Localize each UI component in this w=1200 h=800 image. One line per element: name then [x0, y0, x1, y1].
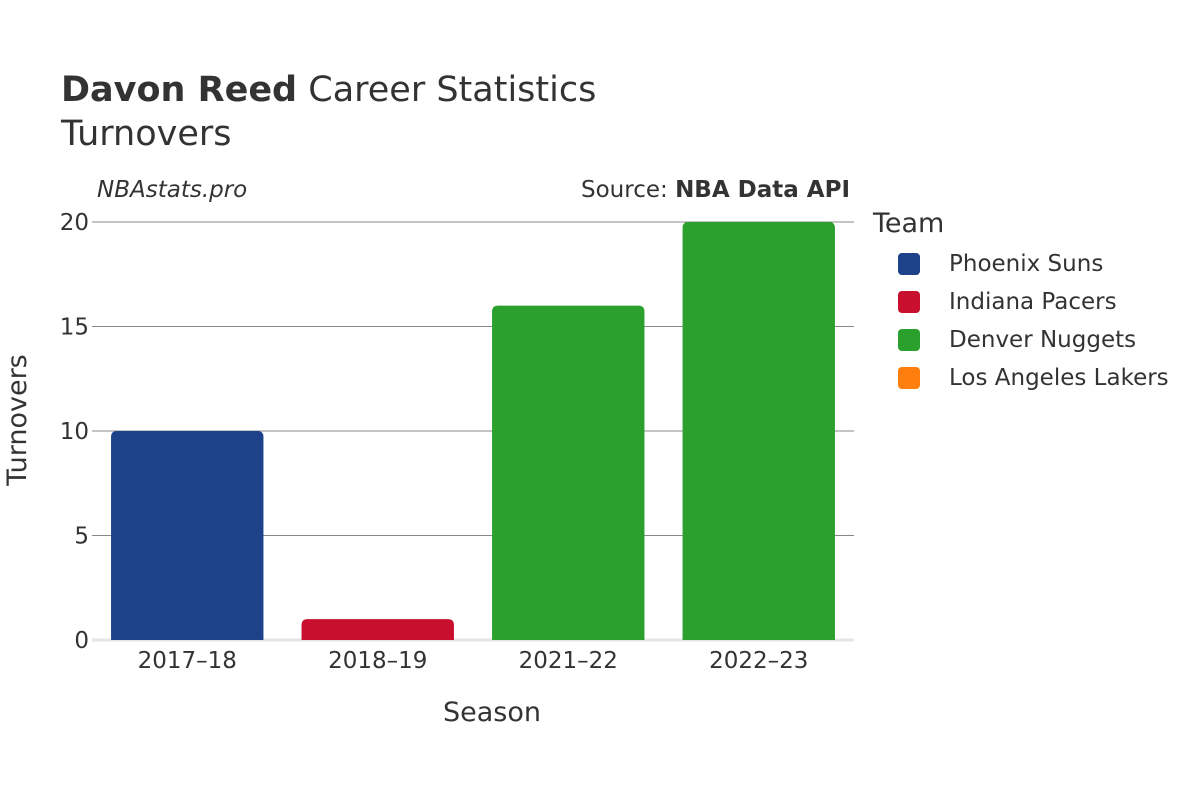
chart-subtitle: Turnovers — [61, 114, 232, 154]
source-credit: Source: NBA Data API — [581, 177, 850, 203]
x-tick-label: 2017–18 — [138, 648, 237, 674]
x-tick-label: 2021–22 — [519, 648, 618, 674]
chart-title: Davon Reed Career Statistics — [61, 68, 596, 112]
y-tick-label: 5 — [74, 524, 89, 550]
y-tick-label: 0 — [74, 628, 89, 654]
legend-item-indiana-pacers[interactable]: Indiana Pacers — [898, 283, 1169, 321]
y-tick-label: 10 — [60, 419, 89, 445]
legend-title: Team — [873, 208, 945, 239]
legend-label: Phoenix Suns — [949, 251, 1104, 277]
legend-swatch — [898, 291, 920, 313]
legend-swatch — [898, 253, 920, 275]
bar — [682, 222, 835, 640]
bar — [301, 619, 454, 640]
x-axis-title: Season — [443, 697, 541, 728]
legend-label: Los Angeles Lakers — [949, 365, 1169, 391]
legend-item-phoenix-suns[interactable]: Phoenix Suns — [898, 245, 1169, 283]
watermark: NBAstats.pro — [97, 177, 248, 203]
bar-chart: 0 5 10 15 20 2017–18 2018–19 2021–22 2022–23 Seas… — [2, 210, 854, 728]
legend-swatch — [898, 367, 920, 389]
legend-item-denver-nuggets[interactable]: Denver Nuggets — [898, 321, 1169, 359]
y-axis-title: Turnovers — [2, 354, 33, 487]
legend-swatch — [898, 329, 920, 351]
chart-title-rest: Career Statistics — [297, 70, 597, 110]
y-tick-label: 20 — [60, 210, 89, 236]
bar — [111, 431, 264, 640]
legend-label: Denver Nuggets — [949, 327, 1137, 353]
legend-label: Indiana Pacers — [949, 289, 1117, 315]
source-prefix: Source: — [581, 177, 676, 203]
y-tick-label: 15 — [60, 315, 89, 341]
x-tick-label: 2022–23 — [709, 648, 808, 674]
bar — [492, 305, 645, 640]
x-tick-label: 2018–19 — [328, 648, 427, 674]
legend: Team Phoenix Suns Indiana Pacers Denver … — [873, 208, 1169, 397]
legend-item-los-angeles-lakers[interactable]: Los Angeles Lakers — [898, 359, 1169, 397]
chart-title-player: Davon Reed — [61, 70, 298, 110]
source-name: NBA Data API — [675, 177, 850, 203]
